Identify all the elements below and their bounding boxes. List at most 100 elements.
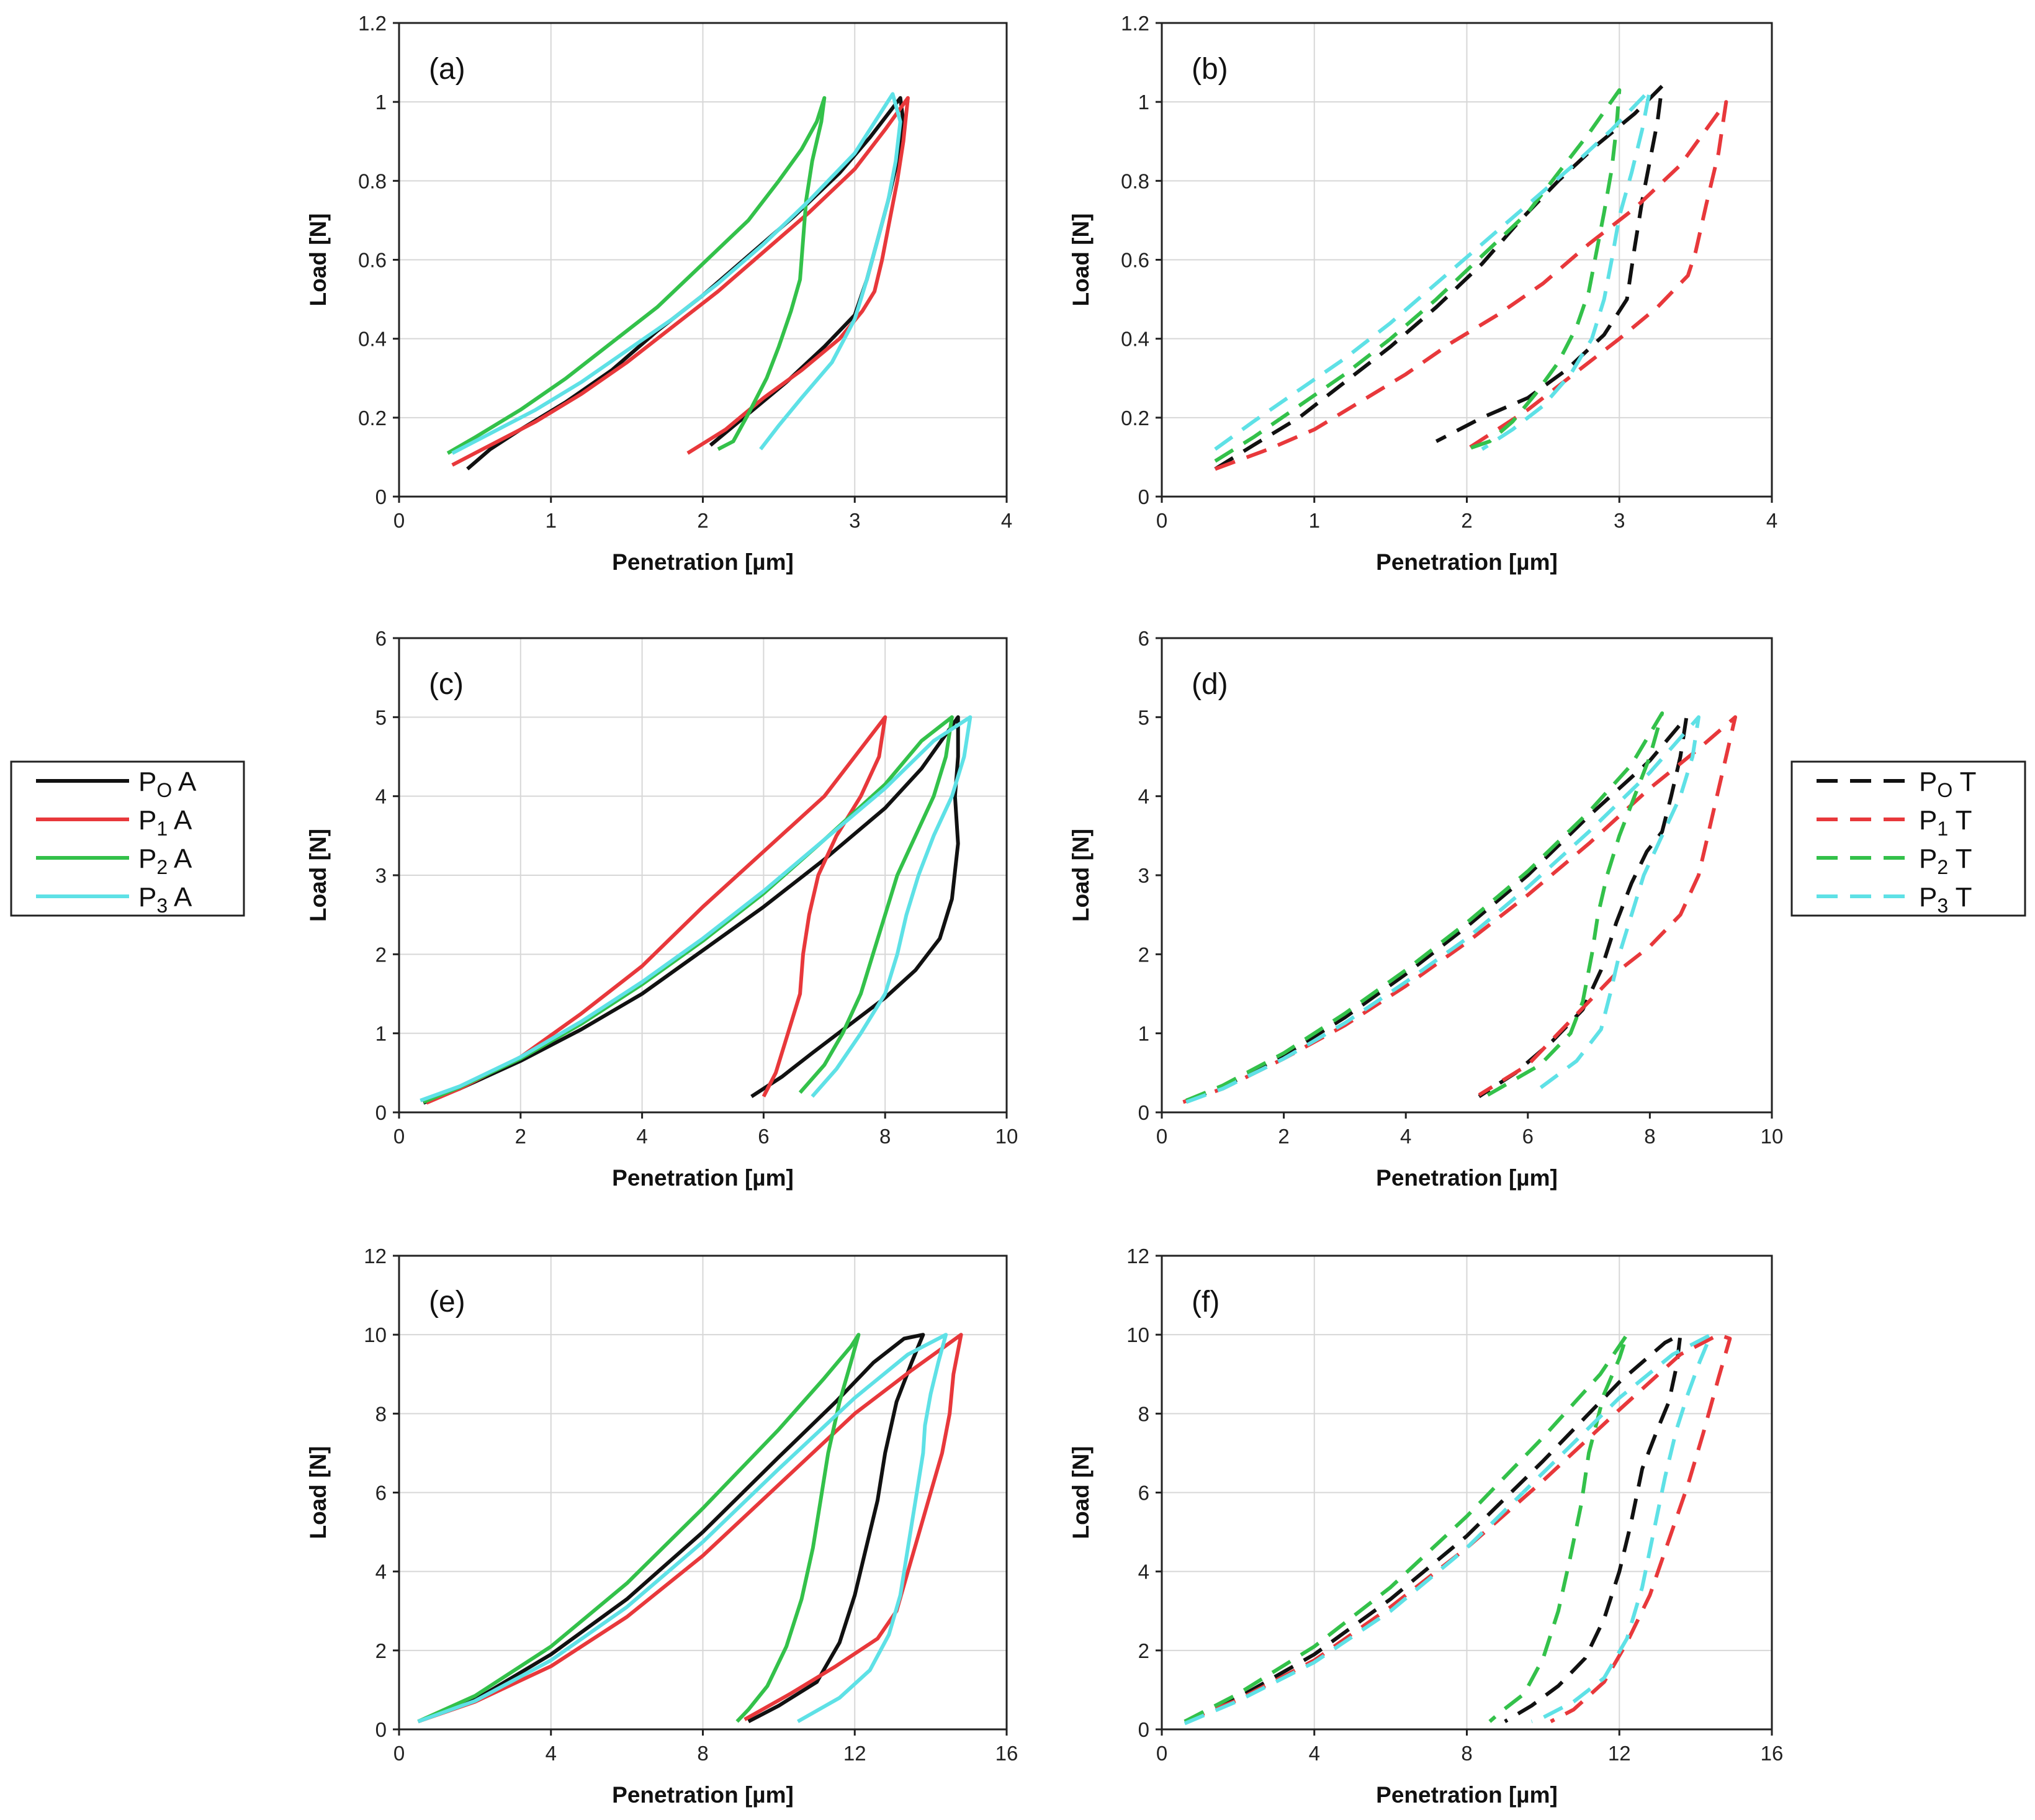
y-tick-label: 1 [375,1022,387,1045]
x-axis-label: Penetration [µm] [612,549,794,575]
y-tick-label: 0 [375,1718,387,1741]
y-tick-label: 3 [375,864,387,887]
x-tick-label: 4 [1400,1125,1411,1148]
legend-label: PO A [138,767,197,801]
series-line-po [423,715,960,1105]
x-tick-label: 0 [393,1742,405,1765]
y-tick-label: 0.6 [358,249,387,272]
y-tick-label: 5 [375,706,387,729]
y-tick-label: 0 [1138,485,1149,508]
x-tick-label: 8 [1644,1125,1655,1148]
series-line-p2 [423,715,954,1104]
series-line-p3 [420,715,973,1102]
series-line-p3 [1184,1333,1713,1726]
x-tick-label: 3 [1614,509,1625,532]
y-tick-label: 1 [375,91,387,114]
y-tick-label: 0.6 [1121,249,1149,272]
y-tick-label: 0.4 [1121,328,1149,351]
y-axis-label: Load [N] [305,1446,331,1539]
panel-label: (a) [429,53,465,86]
y-tick-label: 0 [375,485,387,508]
x-tick-label: 10 [1761,1125,1784,1148]
y-tick-label: 4 [375,785,387,808]
series-line-p1 [1182,715,1737,1104]
panel-label: (c) [429,668,464,701]
chart-panel-2: 0 1 2 3 4 0 0.2 0.4 0.6 0.8 1 1.2 Penetration [µm] Lo… [1068,12,1777,575]
chart-panel-1: 0 1 2 3 4 0 0.2 0.4 0.6 0.8 1 1.2 Penetration [µm] Lo… [305,12,1012,575]
x-tick-label: 4 [636,1125,647,1148]
y-tick-label: 6 [375,627,387,650]
panel-label: (e) [429,1286,465,1318]
x-tick-label: 2 [515,1125,526,1148]
series-line-po [1185,715,1689,1102]
x-tick-label: 2 [697,509,708,532]
x-tick-label: 2 [1461,509,1472,532]
y-tick-label: 8 [1138,1402,1149,1425]
legend-label: P3 T [1919,882,1972,917]
x-tick-label: 0 [1156,1742,1167,1765]
series-line-po [466,96,905,471]
y-tick-label: 2 [375,943,387,966]
y-axis-label: Load [N] [1068,1446,1094,1539]
series-line-p3 [451,92,902,455]
y-tick-label: 8 [375,1402,387,1425]
series-line-p2 [1185,711,1664,1102]
x-tick-label: 4 [1309,1742,1320,1765]
x-axis-label: Penetration [µm] [1376,1165,1558,1191]
panel-label: (d) [1192,668,1228,701]
series-line-po [1184,1333,1682,1724]
series-line-p3 [1214,88,1652,451]
y-axis-label: Load [N] [1068,213,1094,306]
y-axis-label: Load [N] [305,213,331,306]
panel-label: (f) [1192,1286,1220,1318]
y-tick-label: 4 [1138,1561,1149,1583]
y-tick-label: 4 [1138,785,1149,808]
series-line-p1 [1184,1333,1732,1724]
panel-label: (b) [1192,53,1228,86]
x-tick-label: 8 [1461,1742,1472,1765]
x-tick-label: 1 [1309,509,1320,532]
legend-label: P2 A [138,844,192,878]
y-tick-label: 3 [1138,864,1149,887]
x-tick-label: 4 [1766,509,1777,532]
y-tick-label: 0 [1138,1718,1149,1741]
y-tick-label: 6 [1138,1482,1149,1505]
x-tick-label: 1 [546,509,557,532]
y-tick-label: 2 [375,1639,387,1662]
series-line-p1 [451,96,910,467]
x-tick-label: 6 [758,1125,769,1148]
y-tick-label: 0.4 [358,328,387,351]
x-tick-label: 8 [879,1125,891,1148]
legend-t: PO T P1 T P2 T P3 T [1790,760,2026,917]
series-line-p2 [1214,88,1622,463]
y-tick-label: 2 [1138,943,1149,966]
series-line-p1 [417,1333,963,1724]
chart-panel-4: 0 2 4 6 8 10 0 1 2 3 4 5 6 Penetration [µm] Load [N] (d… [1068,627,1783,1191]
y-tick-label: 0.2 [358,407,387,430]
legend-a: PO A P1 A P2 A P3 A [10,760,245,917]
x-axis-label: Penetration [µm] [612,1782,794,1808]
x-axis-label: Penetration [µm] [1376,1782,1558,1808]
series-line-p2 [1184,1333,1629,1723]
y-tick-label: 0 [1138,1101,1149,1124]
y-tick-label: 1.2 [358,12,387,35]
y-tick-label: 10 [1126,1323,1149,1346]
legend-frame [10,760,245,917]
y-tick-label: 4 [375,1561,387,1583]
y-tick-label: 6 [1138,627,1149,650]
x-tick-label: 2 [1278,1125,1289,1148]
x-tick-label: 3 [849,509,860,532]
plot-frame [1161,637,1773,1114]
y-tick-label: 1 [1138,1022,1149,1045]
y-axis-label: Load [N] [1068,829,1094,922]
legend-label: P1 A [138,805,192,840]
legend-label: P1 T [1919,805,1972,840]
y-tick-label: 0.2 [1121,407,1149,430]
x-tick-label: 4 [546,1742,557,1765]
y-tick-label: 2 [1138,1639,1149,1662]
series-line-p1 [425,715,887,1105]
series-line-p2 [446,96,827,455]
x-tick-label: 0 [393,1125,405,1148]
y-tick-label: 5 [1138,706,1149,729]
